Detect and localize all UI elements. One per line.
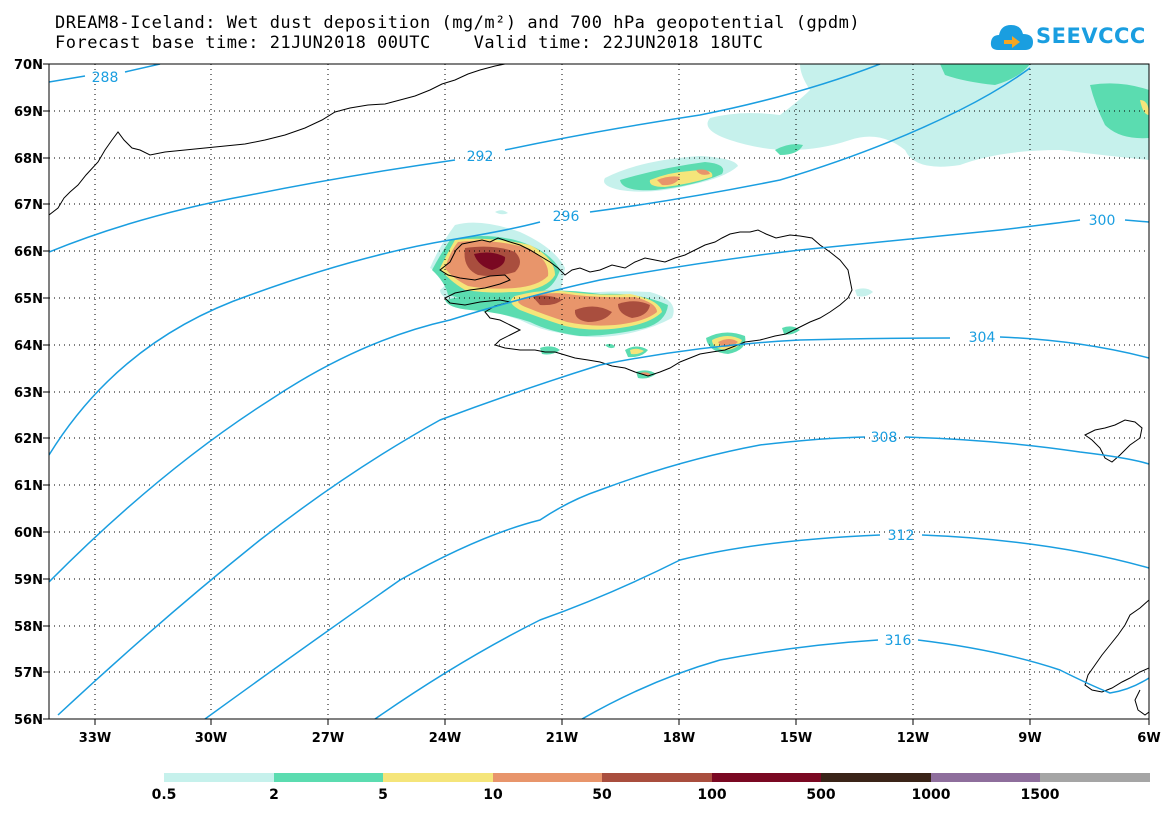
colorbar-swatch [383,773,493,782]
contour-label: 288 [92,70,119,86]
map-subtitle: Forecast base time: 21JUN2018 00UTC Vali… [55,33,764,53]
lat-label: 59N [14,573,43,588]
lat-label: 66N [14,245,43,260]
seevccc-logo: SEEVCCC [990,18,1145,58]
lon-label: 33W [79,731,111,746]
colorbar-swatch [821,773,931,782]
colorbar-label: 500 [806,787,835,803]
colorbar-label: 5 [378,787,388,803]
lon-label: 18W [663,731,695,746]
lat-label: 67N [14,198,43,213]
colorbar-label: 10 [483,787,503,803]
contour-label: 304 [969,330,996,346]
colorbar-swatch [274,773,383,782]
longitude-labels: 33W 30W 27W 24W 21W 18W 15W 12W 9W 6W [79,731,1161,746]
lat-label: 56N [14,713,43,728]
lon-label: 30W [195,731,227,746]
colorbar-swatch [602,773,712,782]
contour-label: 292 [467,149,494,165]
lon-label: 12W [897,731,929,746]
contour-label: 296 [553,209,580,225]
lat-label: 61N [14,479,43,494]
lat-label: 65N [14,292,43,307]
colorbar-swatch [164,773,274,782]
axis-ticks [43,63,1150,725]
lat-label: 70N [14,58,43,73]
dust-deposition-layer [430,64,1149,379]
cloud-icon [990,25,1033,50]
lat-label: 64N [14,339,43,354]
colorbar: 0.5 2 5 10 50 100 500 1000 1500 [152,773,1150,803]
geopotential-contours [49,64,1149,719]
contour-label: 308 [871,430,898,446]
colorbar-swatch [493,773,602,782]
lat-label: 62N [14,432,43,447]
lon-label: 6W [1137,731,1160,746]
lon-label: 24W [429,731,461,746]
colorbar-label: 2 [269,787,279,803]
colorbar-swatch [1040,773,1150,782]
contour-label: 300 [1089,213,1116,229]
lon-label: 21W [546,731,578,746]
colorbar-swatch [712,773,821,782]
lon-label: 9W [1018,731,1041,746]
latitude-labels: 70N 69N 68N 67N 66N 65N 64N 63N 62N 61N … [14,58,43,728]
colorbar-label: 1000 [912,787,951,803]
lat-label: 69N [14,105,43,120]
lat-label: 68N [14,152,43,167]
lon-label: 27W [312,731,344,746]
contour-label-group: 288 292 296 300 304 308 312 316 [92,70,1116,649]
coastlines [49,64,1149,716]
graticule [49,64,1149,719]
colorbar-swatch [931,773,1040,782]
lat-label: 58N [14,620,43,635]
lat-label: 57N [14,666,43,681]
colorbar-label: 100 [697,787,726,803]
colorbar-label: 50 [592,787,612,803]
lat-label: 60N [14,526,43,541]
map-title: DREAM8-Iceland: Wet dust deposition (mg/… [55,13,861,33]
logo-text: SEEVCCC [1036,24,1146,48]
lat-label: 63N [14,386,43,401]
colorbar-label: 0.5 [152,787,177,803]
lon-label: 15W [780,731,812,746]
contour-label: 316 [885,633,912,649]
colorbar-label: 1500 [1021,787,1060,803]
contour-label: 312 [888,528,915,544]
